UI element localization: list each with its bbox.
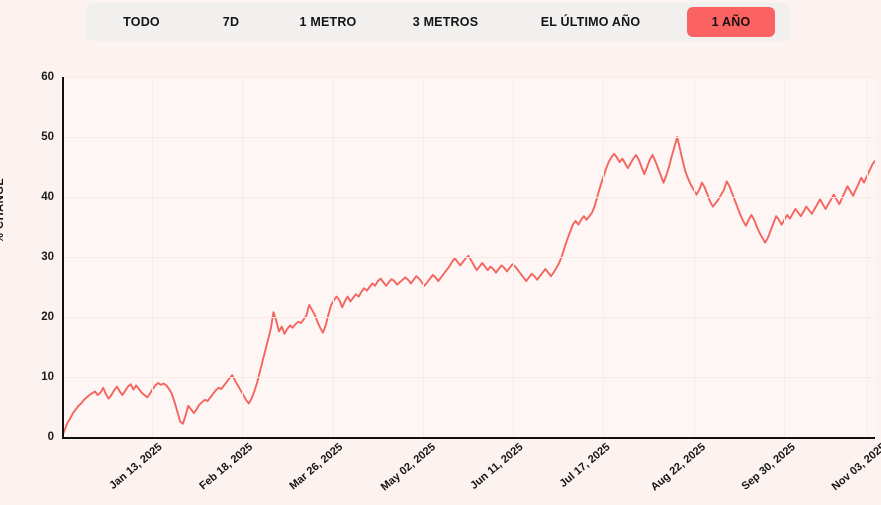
range-tab-3-metros[interactable]: 3 METROS	[383, 7, 508, 37]
x-tick-label-0: Jan 13, 2025	[107, 441, 165, 492]
y-axis-line	[62, 77, 64, 438]
gridline-x-9	[866, 77, 868, 437]
gridline-x-2	[242, 77, 244, 437]
gridline-y-10	[62, 377, 875, 378]
x-axis-ticks: Jan 13, 2025 Feb 18, 2025 Mar 26, 2025 May …	[0, 441, 881, 505]
range-tab-label: 3 METROS	[412, 15, 479, 29]
gridline-x-1	[152, 77, 154, 437]
gridline-y-20	[62, 317, 875, 318]
series-line	[62, 136, 875, 437]
gridline-y-60	[62, 77, 875, 78]
y-tick-label-20: 20	[41, 311, 54, 323]
x-tick-label-3: May 02, 2025	[378, 441, 438, 494]
y-axis-label: % CHANGE	[0, 177, 6, 243]
range-tab-1-metro[interactable]: 1 METRO	[273, 7, 383, 37]
x-tick-label-2: Mar 26, 2025	[287, 441, 346, 493]
range-tab-7d[interactable]: 7D	[189, 7, 273, 37]
gridline-x-4	[422, 77, 424, 437]
x-tick-label-5: Jul 17, 2025	[557, 441, 613, 490]
range-tab-1-ano[interactable]: 1 AÑO	[687, 7, 775, 37]
y-tick-label-50: 50	[41, 131, 54, 143]
y-tick-label-10: 10	[41, 371, 54, 383]
gridline-y-40	[62, 197, 875, 198]
x-tick-label-4: Jun 11, 2025	[468, 441, 526, 492]
range-tab-bar[interactable]: TODO 7D 1 METRO 3 METROS EL ÚLTIMO AÑO 1…	[86, 3, 790, 41]
percent-change-line-chart: 0 10 20 30 40 50 60 % CHANGE Jan 13, 2025 Feb 1…	[0, 48, 881, 505]
gridline-x-8	[783, 77, 785, 437]
x-tick-label-1: Feb 18, 2025	[197, 441, 256, 493]
range-tab-el-ultimo-ano[interactable]: EL ÚLTIMO AÑO	[508, 7, 673, 37]
x-tick-label-6: Aug 22, 2025	[649, 441, 709, 494]
y-axis-ticks: 0 10 20 30 40 50 60	[0, 71, 54, 443]
y-tick-label-0: 0	[47, 431, 54, 443]
range-tab-todo[interactable]: TODO	[94, 7, 189, 37]
x-tick-label-8: Nov 03, 2025	[829, 441, 881, 494]
gridline-x-3	[332, 77, 334, 437]
range-tab-label: EL ÚLTIMO AÑO	[540, 15, 641, 29]
gridline-x-7	[693, 77, 695, 437]
range-tab-label: 1 AÑO	[711, 15, 751, 29]
gridline-y-50	[62, 137, 875, 138]
y-tick-label-60: 60	[41, 71, 54, 83]
plot-area	[62, 77, 875, 437]
x-axis-line	[62, 437, 875, 439]
gridline-x-6	[603, 77, 605, 437]
range-tab-label: TODO	[123, 15, 160, 29]
range-tab-label: 7D	[222, 15, 240, 29]
gridline-y-30	[62, 257, 875, 258]
range-tab-label: 1 METRO	[299, 15, 357, 29]
gridline-x-5	[513, 77, 515, 437]
x-tick-label-7: Sep 30, 2025	[739, 441, 798, 493]
y-tick-label-30: 30	[41, 251, 54, 263]
y-tick-label-40: 40	[41, 191, 54, 203]
